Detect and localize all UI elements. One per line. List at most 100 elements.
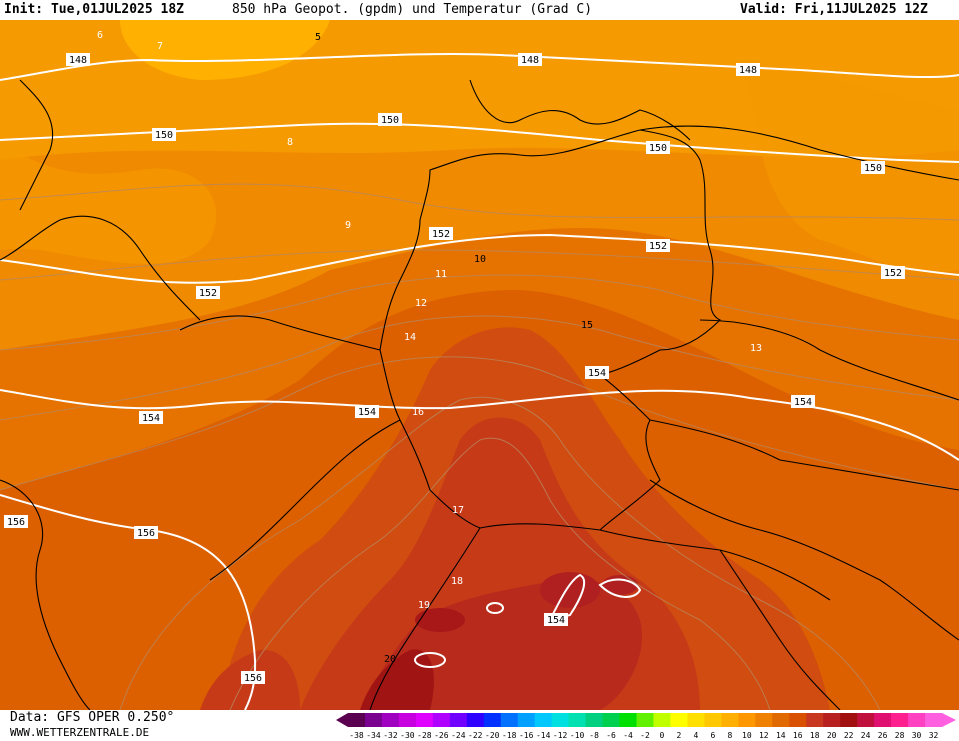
temp-label: 16	[412, 407, 424, 418]
legend-tick-label: 2	[677, 731, 682, 740]
legend-tick-label: -22	[468, 731, 483, 740]
legend-tick-label: -14	[536, 731, 551, 740]
legend-tick-label: -2	[640, 731, 650, 740]
temp-label: 20	[384, 654, 396, 665]
color-legend: -38 -34 -32 -30 -28 -26 -24 -22 -20 -18 -16 -14 -12-…	[336, 713, 956, 740]
svg-text:148: 148	[69, 55, 87, 66]
legend-swatch	[772, 713, 790, 727]
svg-text:20: 20	[384, 654, 396, 665]
temp-label: 10	[474, 254, 486, 265]
legend-swatch	[364, 713, 383, 727]
svg-text:156: 156	[244, 673, 262, 684]
legend-tick-label: 26	[878, 731, 888, 740]
legend-tick-label: -6	[606, 731, 616, 740]
legend-swatch	[483, 713, 502, 727]
legend-swatch	[755, 713, 773, 727]
svg-text:152: 152	[884, 268, 902, 279]
legend-swatch	[874, 713, 892, 727]
legend-tick-label: 8	[727, 731, 732, 740]
legend-tick-label: 20	[827, 731, 837, 740]
geopot-label: 150	[152, 128, 176, 141]
geopot-label: 148	[66, 53, 90, 66]
legend-tick-label: 14	[776, 731, 786, 740]
svg-text:13: 13	[750, 343, 762, 354]
legend-tick-label: 10	[742, 731, 752, 740]
legend-arrow-left	[336, 713, 348, 727]
legend-swatch	[857, 713, 875, 727]
legend-swatch	[687, 713, 705, 727]
temp-label: 19	[418, 600, 430, 611]
svg-text:19: 19	[418, 600, 430, 611]
legend-tick-label: 30	[912, 731, 922, 740]
temp-label: 5	[315, 32, 321, 43]
geopot-label: 152	[881, 266, 905, 279]
legend-swatch	[840, 713, 858, 727]
legend-tick-label: -28	[417, 731, 432, 740]
svg-text:150: 150	[649, 143, 667, 154]
geopot-label: 152	[646, 239, 670, 252]
map-footer: Data: GFS OPER 0.250° WWW.WETTERZENTRALE…	[0, 710, 959, 741]
temp-label: 17	[452, 505, 464, 516]
legend-tick-label: -8	[589, 731, 599, 740]
geopot-label: 150	[861, 161, 885, 174]
geopot-label: 156	[241, 671, 265, 684]
legend-swatch	[670, 713, 688, 727]
svg-text:148: 148	[521, 55, 539, 66]
legend-swatch	[738, 713, 756, 727]
legend-tick-label: -24	[451, 731, 466, 740]
legend-swatch	[466, 713, 485, 727]
svg-text:148: 148	[739, 65, 757, 76]
legend-tick-label: -16	[519, 731, 534, 740]
legend-swatch	[534, 713, 553, 727]
legend-tick-label: -26	[434, 731, 449, 740]
website-credit: WWW.WETTERZENTRALE.DE	[10, 726, 150, 739]
svg-text:7: 7	[157, 41, 163, 52]
geopot-label: 154	[791, 395, 815, 408]
legend-tick-label: -4	[623, 731, 633, 740]
temp-label: 15	[581, 320, 593, 331]
svg-text:6: 6	[97, 30, 103, 41]
map-header: Init: Tue,01JUL2025 18Z 850 hPa Geopot. …	[0, 0, 959, 20]
geopot-label: 152	[196, 286, 220, 299]
legend-swatch	[585, 713, 604, 727]
temp-label: 14	[404, 332, 416, 343]
legend-tick-label: 24	[861, 731, 871, 740]
legend-swatch	[517, 713, 536, 727]
svg-text:17: 17	[452, 505, 464, 516]
legend-tick-label: -18	[502, 731, 517, 740]
svg-text:154: 154	[547, 615, 565, 626]
legend-tick-label: 12	[759, 731, 769, 740]
svg-text:154: 154	[588, 368, 606, 379]
legend-swatch	[789, 713, 807, 727]
svg-text:11: 11	[435, 269, 447, 280]
svg-text:156: 156	[7, 517, 25, 528]
svg-text:16: 16	[412, 407, 424, 418]
geopot-label: 156	[134, 526, 158, 539]
temp-label: 9	[345, 220, 351, 231]
geopot-label: 148	[736, 63, 760, 76]
legend-swatch	[925, 713, 943, 727]
legend-arrow-right	[942, 713, 956, 727]
geopot-label: 148	[518, 53, 542, 66]
legend-swatch	[908, 713, 926, 727]
geopot-label: 152	[429, 227, 453, 240]
temp-label: 12	[415, 298, 427, 309]
svg-text:154: 154	[142, 413, 160, 424]
legend-tick-label: -34	[366, 731, 381, 740]
legend-tick-label: -38	[349, 731, 364, 740]
legend-swatch	[704, 713, 722, 727]
svg-text:9: 9	[345, 220, 351, 231]
svg-text:156: 156	[137, 528, 155, 539]
legend-tick-label: 22	[844, 731, 854, 740]
legend-swatch	[806, 713, 824, 727]
temp-label: 8	[287, 137, 293, 148]
geopot-label: 154	[544, 613, 568, 626]
legend-swatch	[415, 713, 434, 727]
temp-label: 6	[97, 30, 103, 41]
svg-text:154: 154	[794, 397, 812, 408]
svg-text:15: 15	[581, 320, 593, 331]
geopot-label: 150	[646, 141, 670, 154]
geopot-label: 156	[4, 515, 28, 528]
legend-tick-label: -10	[570, 731, 585, 740]
legend-swatch	[619, 713, 638, 727]
